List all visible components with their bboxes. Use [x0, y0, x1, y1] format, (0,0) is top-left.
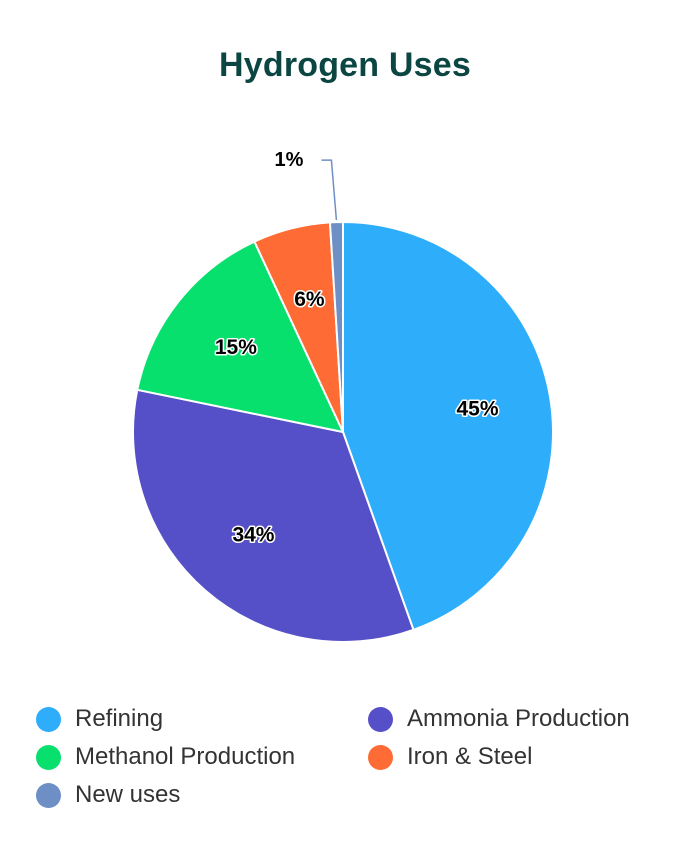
pie-slice-methanol-production[interactable] — [136, 240, 344, 433]
legend-label-new-uses: New uses — [75, 781, 181, 808]
legend-swatch-new-uses — [36, 782, 61, 808]
legend-item-methanol-production[interactable]: Methanol Production — [36, 738, 295, 776]
slice-label-refining: 45% — [456, 397, 498, 420]
legend-label-iron-steel: Iron & Steel — [407, 743, 533, 770]
legend-item-new-uses[interactable]: New uses — [36, 776, 180, 814]
legend-swatch-iron-steel — [368, 744, 393, 770]
slice-label-new-uses: 1% — [275, 149, 304, 171]
callout-line-new-uses — [321, 159, 338, 221]
pie-slice-refining[interactable] — [342, 221, 554, 631]
chart-title: Hydrogen Uses — [218, 46, 471, 84]
slice-label-ammonia-production: 34% — [232, 524, 274, 547]
pie-chart: 45% 34% 15% 6% 1% — [132, 149, 554, 643]
legend-item-refining[interactable]: Refining — [36, 700, 163, 738]
pie-slice-ammonia-production[interactable] — [132, 388, 415, 643]
legend-swatch-methanol-production — [36, 744, 61, 770]
legend-swatch-refining — [36, 706, 61, 732]
legend-label-refining: Refining — [75, 705, 164, 732]
legend-label-methanol-production: Methanol Production — [75, 743, 296, 770]
legend-item-iron-steel[interactable]: Iron & Steel — [368, 738, 532, 776]
legend-label-ammonia-production: Ammonia Production — [407, 705, 630, 732]
slice-label-methanol-production: 15% — [215, 336, 257, 359]
legend-item-ammonia-production[interactable]: Ammonia Production — [368, 700, 630, 738]
slice-label-iron-steel: 6% — [294, 288, 325, 311]
legend-swatch-ammonia-production — [368, 706, 393, 732]
pie-slice-new-uses[interactable] — [328, 221, 344, 433]
